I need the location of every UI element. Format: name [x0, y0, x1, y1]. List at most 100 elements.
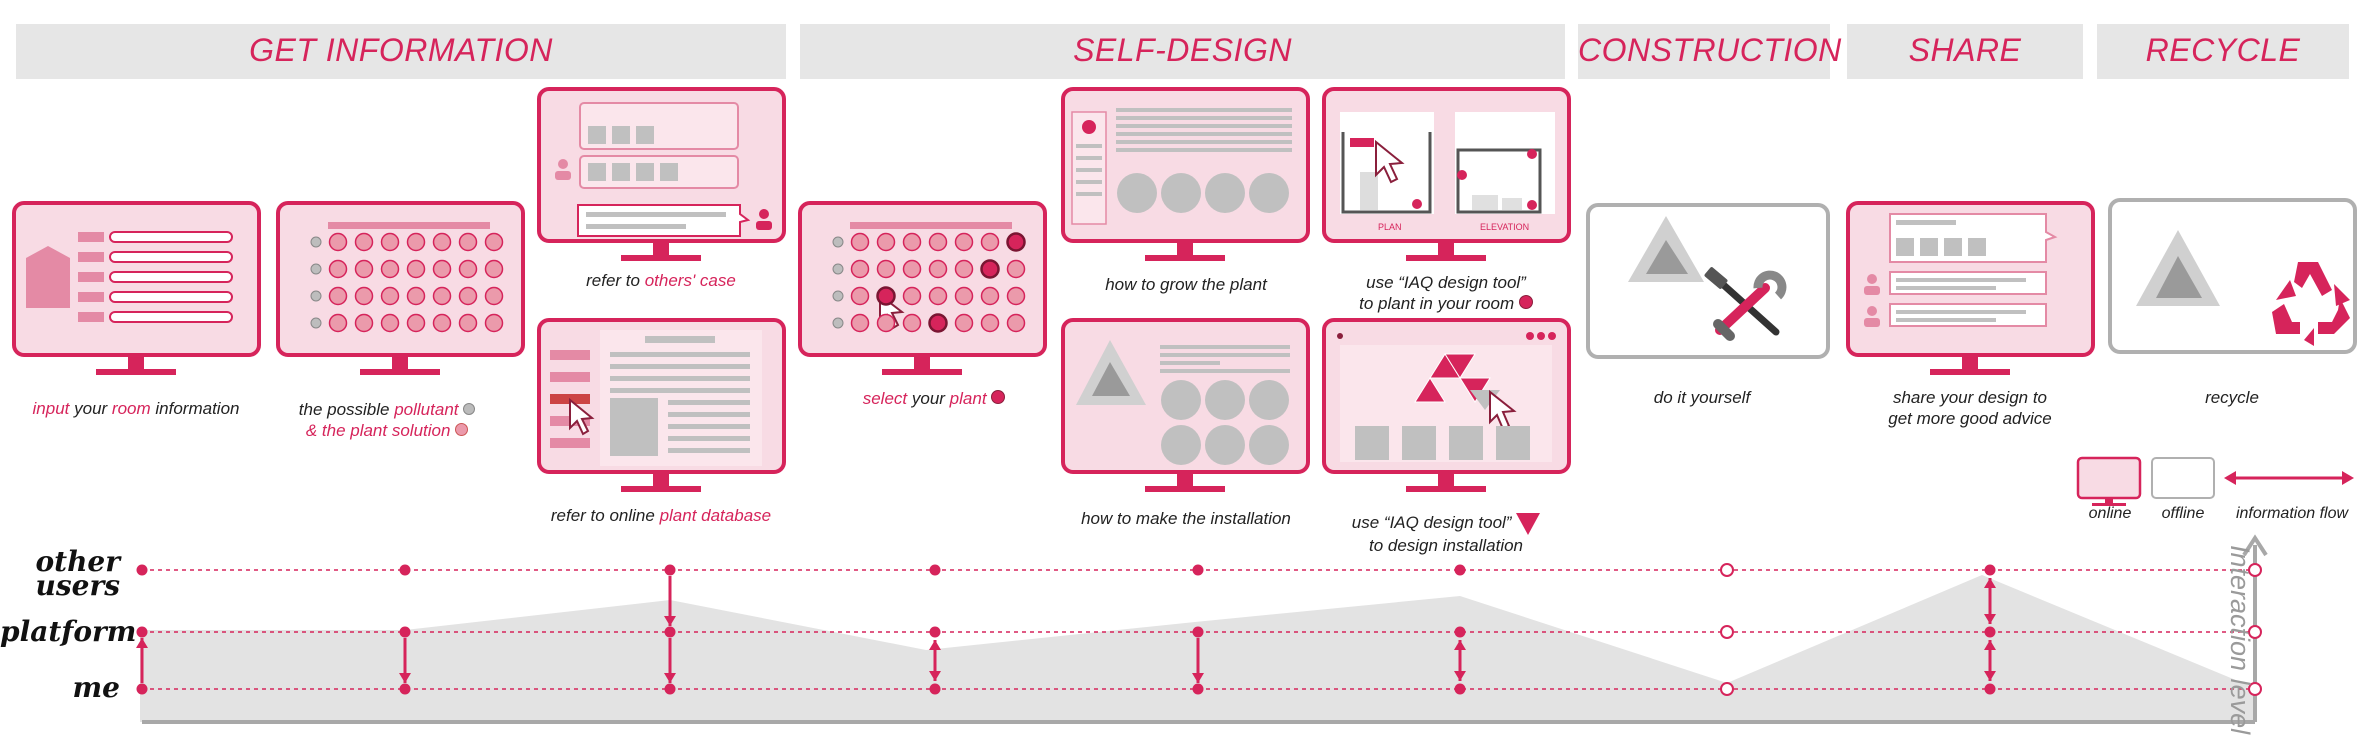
logo-icon	[2136, 230, 2220, 306]
timeline-dot	[399, 683, 411, 695]
timeline-dot	[1192, 683, 1204, 695]
plant-dot	[406, 259, 426, 279]
phase-label: SHARE	[1908, 32, 2022, 68]
plant-dot	[354, 313, 374, 333]
plant-dot	[432, 313, 452, 333]
phase-share: SHARE	[1847, 24, 2083, 79]
pollutant-dot	[832, 236, 844, 248]
plant-dot	[328, 313, 348, 333]
phase-label: CONSTRUCTION	[1578, 32, 1842, 68]
plant-dot	[380, 232, 400, 252]
plant-dot	[458, 259, 478, 279]
row-label-other-users: other users	[35, 545, 120, 602]
monitor-make-installation	[1061, 318, 1310, 492]
legend-offline-label: offline	[2161, 505, 2205, 522]
plant-dot	[1006, 232, 1026, 252]
plant-dot	[458, 313, 478, 333]
timeline-dot	[1984, 626, 1996, 638]
plant-dot	[432, 259, 452, 279]
monitor-plant-database	[537, 318, 786, 492]
plant-dot	[876, 259, 896, 279]
plant-dot	[902, 232, 922, 252]
flow-arrow-head	[1984, 640, 1996, 650]
caption-make-installation: how to make the installation	[1081, 509, 1291, 528]
plant-dot	[980, 313, 1000, 333]
flow-arrow-head	[399, 673, 411, 683]
flow-arrow-head	[929, 640, 941, 650]
monitor-share	[1846, 201, 2095, 375]
plant-dot	[876, 313, 896, 333]
plant-dot	[928, 286, 948, 306]
timeline-dot	[399, 564, 411, 576]
plant-dot	[484, 286, 504, 306]
phase-self-design: SELF-DESIGN	[800, 24, 1565, 79]
monitor-diy	[1586, 203, 1830, 359]
timeline-dot	[1192, 564, 1204, 576]
caption-iaq-install: use “IAQ design tool” to design installa…	[1296, 512, 1596, 556]
plant-dot	[328, 232, 348, 252]
flow-arrow-head	[1984, 671, 1996, 681]
timeline-dot	[664, 626, 676, 638]
plant-dot	[484, 259, 504, 279]
timeline-dot-offline	[1720, 682, 1734, 696]
plant-dot	[354, 259, 374, 279]
plant-dot	[928, 232, 948, 252]
plant-dot	[406, 286, 426, 306]
plant-dot	[354, 286, 374, 306]
elevation-label: ELEVATION	[1480, 222, 1529, 232]
pollutant-dot	[832, 317, 844, 329]
user-icon	[756, 209, 772, 230]
plant-dot	[406, 313, 426, 333]
timeline-dot-offline	[2248, 682, 2262, 696]
plant-dot	[980, 232, 1000, 252]
plant-dot	[328, 286, 348, 306]
legend-flow-arrow	[2224, 471, 2354, 485]
plant-dot	[850, 313, 870, 333]
caption-iaq-plant: use “IAQ design tool” to plant in your ro…	[1296, 272, 1596, 314]
plant-dot	[1006, 313, 1026, 333]
timeline-dot	[1454, 626, 1466, 638]
flow-arrow-head	[1454, 640, 1466, 650]
plant-dot	[380, 286, 400, 306]
caption-recycle: recycle	[2205, 388, 2259, 407]
timeline-dot	[1192, 626, 1204, 638]
plant-dot	[876, 286, 896, 306]
flow-arrow-head	[664, 616, 676, 626]
timeline-dot-offline	[2248, 625, 2262, 639]
phase-label: SELF-DESIGN	[1073, 32, 1292, 68]
plant-dot	[850, 232, 870, 252]
flow-arrow-head	[1984, 578, 1996, 588]
timeline-dot	[1984, 564, 1996, 576]
plant-dot	[902, 313, 922, 333]
timeline-dot	[136, 564, 148, 576]
plant-dot	[1006, 259, 1026, 279]
plant-dot	[980, 286, 1000, 306]
flow-arrow-head	[664, 673, 676, 683]
plant-dot	[380, 313, 400, 333]
legend-online-label: online	[2088, 505, 2132, 522]
timeline-dot	[929, 564, 941, 576]
caption-grow-plant: how to grow the plant	[1105, 275, 1267, 294]
timeline-dot-offline	[2248, 563, 2262, 577]
caption-input-room: input your room information	[32, 399, 240, 418]
timeline-dot-offline	[1720, 563, 1734, 577]
pollutant-dot	[832, 290, 844, 302]
phase-label: RECYCLE	[2145, 32, 2301, 68]
pollutant-dot	[310, 317, 322, 329]
monitor-select-plant	[798, 201, 1047, 375]
pollutant-dot	[310, 236, 322, 248]
phase-recycle: RECYCLE	[2097, 24, 2349, 79]
monitor-pollutant	[276, 201, 525, 375]
plant-dot	[328, 259, 348, 279]
row-label-platform: platform	[0, 615, 137, 648]
plant-dot	[876, 232, 896, 252]
timeline-dot	[136, 683, 148, 695]
timeline-dot	[664, 683, 676, 695]
house-icon	[26, 246, 70, 308]
timeline-dot	[929, 683, 941, 695]
timeline-dot	[399, 626, 411, 638]
plant-dot	[980, 259, 1000, 279]
plant-dot	[954, 313, 974, 333]
timeline-dot	[1454, 564, 1466, 576]
recycle-icon	[2272, 262, 2350, 346]
